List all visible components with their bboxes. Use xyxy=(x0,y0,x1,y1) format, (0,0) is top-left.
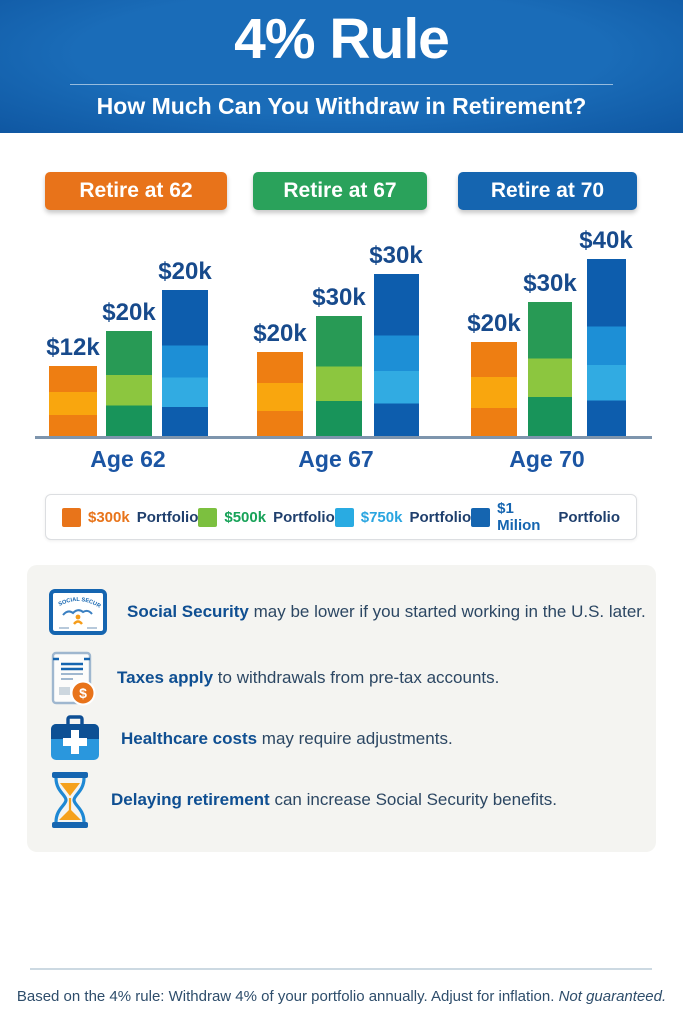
notes-panel: SOCIAL SECURITY Social Security may be l… xyxy=(27,565,656,852)
x-axis-line xyxy=(35,436,652,439)
bar-value-label: $20k xyxy=(158,258,212,285)
header-divider xyxy=(70,84,613,85)
note-text: Taxes apply to withdrawals from pre-tax … xyxy=(117,668,499,688)
legend-swatch-lightblue xyxy=(334,507,354,527)
legend-item-750k: $750k Portfolio xyxy=(334,507,472,527)
legend-label: Portfolio xyxy=(136,508,199,526)
page-subtitle: How Much Can You Withdraw in Retirement? xyxy=(96,93,587,119)
bar-value-label: $20k xyxy=(467,310,521,337)
legend-value: $500k xyxy=(224,508,267,526)
note-rest-text: to withdrawals from pre-tax accounts. xyxy=(213,668,500,687)
legend-value: $300k xyxy=(88,508,130,526)
note-taxes: $ Taxes apply to withdrawals from pre-ta… xyxy=(49,649,499,707)
bar-value-label: $40k xyxy=(579,227,633,254)
header-banner: 4% Rule How Much Can You Withdraw in Ret… xyxy=(0,0,683,133)
note-bold-text: Healthcare costs xyxy=(121,729,258,748)
legend-label: Portfolio xyxy=(409,508,472,526)
bar-age70-500k xyxy=(528,302,572,436)
legend-item-1million: $1 Milion Portfolio xyxy=(471,500,620,534)
retire-at-70-button[interactable]: Retire at 70 xyxy=(458,172,637,210)
note-rest-text: can increase Social Security benefits. xyxy=(269,790,557,809)
hourglass-icon xyxy=(52,772,88,828)
note-social-security: SOCIAL SECURITY Social Security may be l… xyxy=(49,589,646,635)
bar-value-label: $30k xyxy=(369,242,423,269)
legend-item-500k: $500k Portfolio xyxy=(198,507,335,527)
bar-value-label: $20k xyxy=(102,299,156,326)
x-tick-age-62: Age 62 xyxy=(90,446,166,472)
svg-text:$: $ xyxy=(79,685,87,701)
bar-age70-1m xyxy=(587,259,626,436)
x-tick-age-67: Age 67 xyxy=(298,446,374,472)
note-delaying-retirement: Delaying retirement can increase Social … xyxy=(49,771,557,829)
legend-label: Portfolio xyxy=(273,508,335,526)
note-bold-text: Taxes apply xyxy=(117,668,214,687)
bar-age70-300k xyxy=(471,342,517,436)
bar-age67-300k xyxy=(257,352,303,436)
retire-at-62-button[interactable]: Retire at 62 xyxy=(45,172,227,210)
legend-label: Portfolio xyxy=(558,508,620,526)
note-text: Social Security may be lower if you star… xyxy=(127,602,646,622)
bar-age67-1m xyxy=(374,274,419,436)
legend-value: $750k xyxy=(360,508,403,526)
bar-age67-500k xyxy=(316,316,362,436)
bar-age62-1m xyxy=(162,290,208,436)
bar-value-label: $20k xyxy=(253,320,307,347)
legend-swatch-orange xyxy=(62,507,81,527)
footer-disclaimer-text: Based on the 4% rule: Withdraw 4% of you… xyxy=(16,988,555,1005)
page-title: 4% Rule xyxy=(234,7,450,71)
social-security-card-icon: SOCIAL SECURITY xyxy=(49,589,107,635)
legend-item-300k: $300k Portfolio xyxy=(62,507,199,527)
footer-disclaimer: Based on the 4% rule: Withdraw 4% of you… xyxy=(0,988,683,1005)
note-text: Delaying retirement can increase Social … xyxy=(111,790,557,810)
x-tick-age-70: Age 70 xyxy=(509,446,585,472)
footer-disclaimer-emphasis: Not guaranteed. xyxy=(558,988,667,1005)
bar-age62-500k xyxy=(106,331,152,436)
retire-at-67-button[interactable]: Retire at 67 xyxy=(253,172,427,210)
note-bold-text: Social Security xyxy=(127,602,249,621)
healthcare-bag-icon xyxy=(51,715,99,760)
bar-value-label: $12k xyxy=(46,334,100,361)
note-text: Healthcare costs may require adjustments… xyxy=(121,729,453,749)
note-healthcare: Healthcare costs may require adjustments… xyxy=(49,715,453,763)
tax-document-icon: $ xyxy=(51,651,96,706)
legend-swatch-green xyxy=(198,507,218,527)
legend-swatch-navy xyxy=(471,507,491,527)
chart-legend: $300k Portfolio $500k Portfolio $750k Po… xyxy=(45,494,637,540)
note-bold-text: Delaying retirement xyxy=(111,790,270,809)
note-rest-text: may be lower if you started working in t… xyxy=(248,602,646,621)
bar-age62-300k xyxy=(49,366,97,436)
footer-divider xyxy=(30,968,652,970)
bar-value-label: $30k xyxy=(312,284,366,311)
legend-value: $1 Milion xyxy=(497,500,541,534)
note-rest-text: may require adjustments. xyxy=(257,729,453,748)
bar-value-label: $30k xyxy=(523,270,577,297)
